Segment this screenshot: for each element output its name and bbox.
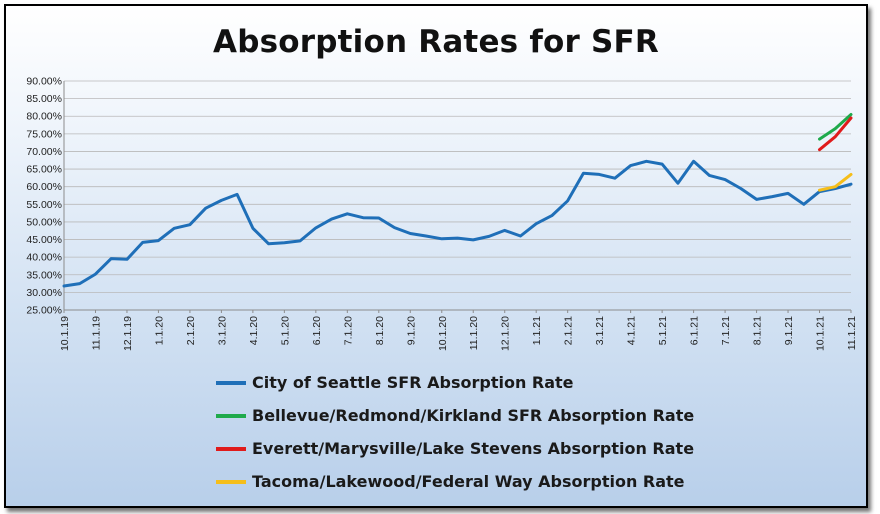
x-tick-label: 2.1.20	[185, 316, 197, 345]
y-tick-label: 65.00%	[26, 164, 62, 176]
y-axis-tick-labels: 25.00% 30.00% 35.00% 40.00% 45.00% 50.00% 55.0…	[26, 76, 62, 317]
legend-swatch	[216, 380, 246, 385]
x-tick-label: 2.1.21	[563, 316, 575, 345]
legend-item-tacoma: Tacoma/Lakewood/Federal Way Absorption R…	[216, 465, 694, 498]
x-tick-label: 7.1.21	[720, 316, 732, 345]
legend-swatch	[216, 446, 246, 451]
y-tick-label: 45.00%	[26, 234, 62, 246]
y-tick-label: 80.00%	[26, 111, 62, 123]
y-tick-label: 30.00%	[26, 287, 62, 299]
y-tick-label: 55.00%	[26, 199, 62, 211]
x-tick-label: 3.1.21	[594, 316, 606, 345]
chart-frame: Absorption Rates for SFR	[4, 4, 868, 508]
x-tick-label: 10.1.21	[815, 316, 827, 351]
x-tick-label: 10.1.20	[437, 316, 449, 351]
x-tick-label: 12.1.19	[122, 316, 134, 351]
x-tick-label: 9.1.20	[405, 316, 417, 345]
x-tick-label: 11.1.19	[90, 316, 102, 350]
legend-item-everett: Everett/Marysville/Lake Stevens Absorpti…	[216, 432, 694, 465]
x-tick-label: 1.1.20	[153, 316, 165, 345]
y-tick-label: 25.00%	[26, 305, 62, 317]
y-tick-label: 75.00%	[26, 128, 62, 140]
y-tick-label: 90.00%	[26, 76, 62, 88]
y-tick-label: 50.00%	[26, 216, 62, 228]
series-line-3	[818, 172, 853, 192]
y-tick-label: 60.00%	[26, 181, 62, 193]
legend-label: City of Seattle SFR Absorption Rate	[252, 373, 574, 392]
gridlines	[64, 80, 851, 311]
x-axis-tick-labels: 10.1.19 11.1.19 12.1.19 1.1.20 2.1.20 3.1.20 4…	[59, 316, 858, 351]
legend-swatch	[216, 413, 246, 418]
y-tick-label: 85.00%	[26, 93, 62, 105]
legend-item-seattle: City of Seattle SFR Absorption Rate	[216, 366, 694, 399]
x-tick-label: 8.1.20	[374, 316, 386, 345]
x-tick-label: 4.1.20	[248, 316, 260, 345]
x-tick-label: 10.1.19	[59, 316, 71, 351]
x-tick-label: 11.1.20	[468, 316, 480, 350]
x-tick-label: 1.1.21	[531, 316, 543, 345]
legend-label: Everett/Marysville/Lake Stevens Absorpti…	[252, 439, 695, 458]
axes	[63, 81, 852, 313]
x-tick-label: 6.1.20	[311, 316, 323, 345]
y-tick-label: 70.00%	[26, 146, 62, 158]
y-tick-label: 35.00%	[26, 269, 62, 281]
chart-title: Absorption Rates for SFR	[213, 24, 659, 60]
x-tick-label: 5.1.20	[279, 316, 291, 345]
series-line-0	[62, 159, 853, 288]
x-tick-label: 4.1.21	[626, 316, 638, 345]
x-tick-label: 12.1.20	[500, 316, 512, 351]
x-tick-label: 11.1.21	[846, 316, 858, 350]
x-tick-label: 7.1.20	[342, 316, 354, 345]
x-tick-label: 5.1.21	[657, 316, 669, 345]
series-line-2	[818, 116, 853, 152]
x-tick-label: 3.1.20	[216, 316, 228, 345]
legend-label: Tacoma/Lakewood/Federal Way Absorption R…	[252, 472, 685, 491]
x-tick-label: 8.1.21	[752, 316, 764, 345]
x-tick-label: 9.1.21	[783, 316, 795, 345]
legend: City of Seattle SFR Absorption Rate Bell…	[216, 366, 694, 498]
x-tick-label: 6.1.21	[689, 316, 701, 345]
legend-item-bellevue: Bellevue/Redmond/Kirkland SFR Absorption…	[216, 399, 694, 432]
legend-swatch	[216, 479, 246, 484]
y-tick-label: 40.00%	[26, 252, 62, 264]
series-lines	[62, 113, 853, 288]
legend-label: Bellevue/Redmond/Kirkland SFR Absorption…	[252, 406, 695, 425]
series-line-1	[818, 113, 853, 141]
